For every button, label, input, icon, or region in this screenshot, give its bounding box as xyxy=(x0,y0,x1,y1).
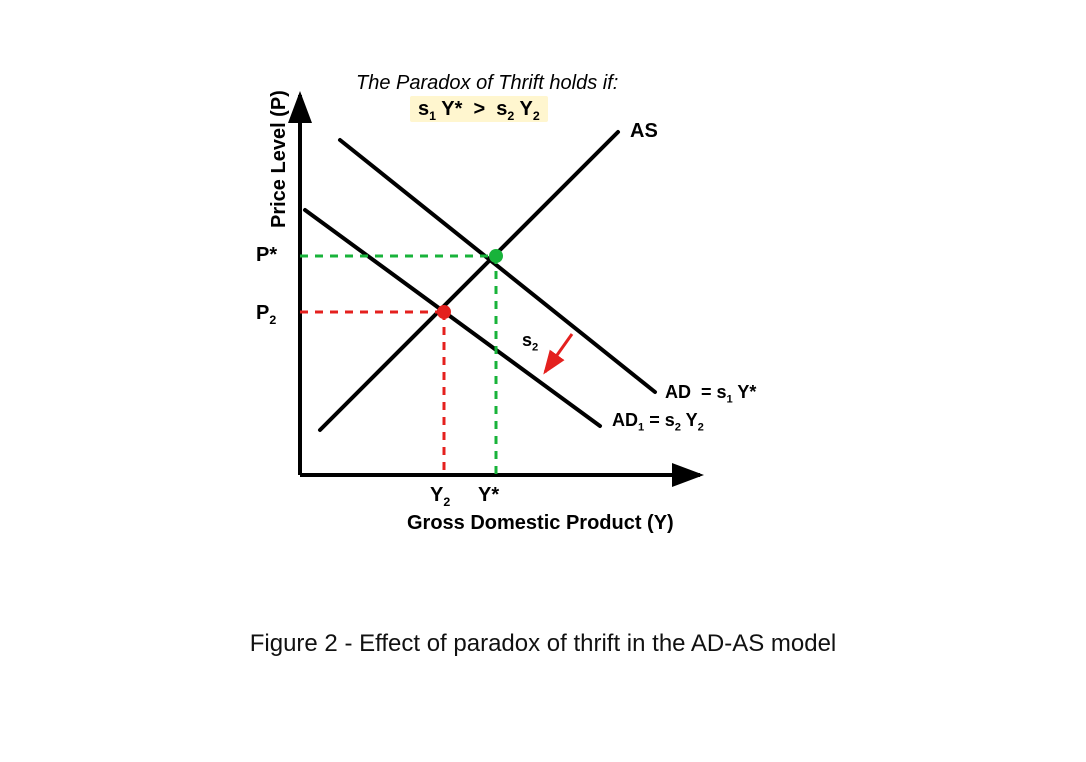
y-tick-p-star: P* xyxy=(256,244,277,267)
chart-header-line1: The Paradox of Thrift holds if: xyxy=(356,72,618,95)
x-tick-y-star: Y* xyxy=(478,484,499,507)
y-tick-p2: P2 xyxy=(256,302,276,327)
x-axis-title: Gross Domestic Product (Y) xyxy=(407,512,674,535)
ad-curve-label: AD = s1 Y* xyxy=(665,382,756,406)
as-curve-label: AS xyxy=(630,120,658,143)
shift-arrow-label: s2 xyxy=(522,330,538,354)
figure-container: { "figure": { "canvas": { "width": 1086,… xyxy=(0,0,1086,762)
figure-caption: Figure 2 - Effect of paradox of thrift i… xyxy=(0,630,1086,658)
ad1-curve-label: AD1 = s2 Y2 xyxy=(612,410,704,434)
x-tick-y2: Y2 xyxy=(430,484,450,509)
y-axis-title: Price Level (P) xyxy=(268,90,291,228)
chart-header-inequality: s1 Y* > s2 Y2 xyxy=(410,98,548,123)
inequality-highlight: s1 Y* > s2 Y2 xyxy=(410,96,548,122)
